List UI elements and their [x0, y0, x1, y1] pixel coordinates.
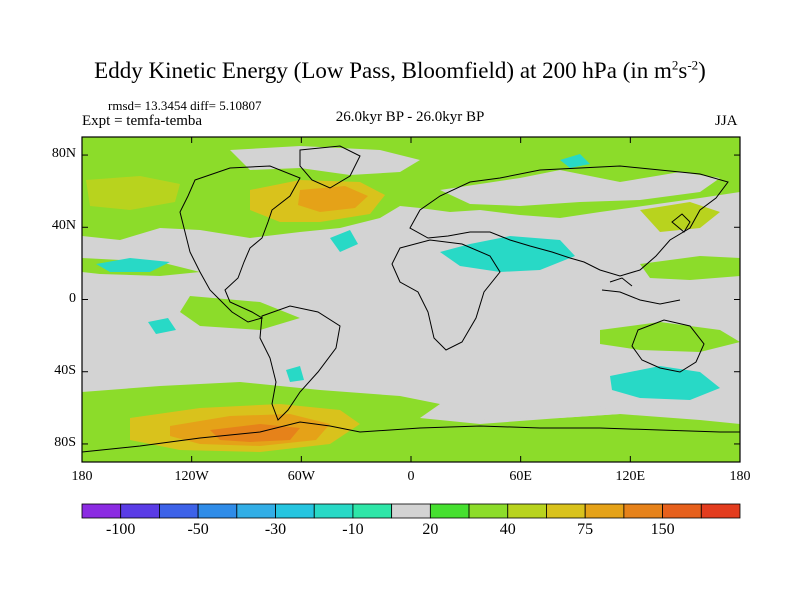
colorbar-swatch: [197, 503, 238, 519]
colorbar-label: -30: [264, 521, 287, 538]
period-label: 26.0kyr BP - 26.0kyr BP: [335, 109, 485, 125]
coast-australia: [631, 319, 705, 373]
coastlines: [82, 145, 740, 453]
y-tick-label: 40S: [54, 362, 76, 378]
colorbar-swatch: [584, 503, 625, 519]
y-tick-label: 0: [69, 290, 76, 306]
field-cyan-arabia: [440, 236, 575, 272]
x-tick-label: 180: [71, 469, 93, 484]
colorbar-swatch: [275, 503, 315, 519]
field-gray-south: [460, 402, 620, 420]
colorbar-swatch: [391, 503, 431, 519]
colorbar-label: 75: [577, 521, 594, 538]
colorbar-swatch: [313, 503, 354, 519]
field-cyan-satl: [286, 366, 304, 382]
map-ticks: [81, 137, 741, 462]
field-cyan-atl: [330, 230, 358, 252]
y-tick-label: 80N: [51, 146, 76, 162]
field-gray-asia: [440, 170, 720, 206]
field-cyan-spac: [148, 318, 176, 334]
coast-europe-asia: [409, 165, 729, 277]
colorbar-label: 20: [422, 521, 439, 538]
x-tick-label: 60W: [287, 469, 315, 484]
colorbar-label: -100: [106, 521, 136, 538]
colorbar-swatch: [429, 503, 470, 519]
colorbar-label: 150: [650, 521, 675, 538]
field-green-sio: [600, 322, 740, 352]
colorbar-swatch: [159, 503, 199, 519]
coast-greenland: [299, 145, 361, 189]
colorbar-label: -50: [187, 521, 209, 538]
y-tick-label: 40N: [51, 218, 76, 234]
x-tick-label: 0: [407, 469, 415, 484]
colorbar-label: 40: [499, 521, 516, 538]
coast-japan: [671, 213, 691, 233]
x-tick-label: 120W: [174, 469, 209, 484]
stats-label: rmsd= 13.3454 diff= 5.10807: [108, 98, 262, 113]
colorbar-swatch: [700, 503, 741, 519]
field-gray-arctic: [230, 146, 420, 175]
colorbar-label: -10: [342, 521, 364, 538]
colorbar-swatch: [120, 503, 160, 519]
colorbar-swatch: [81, 503, 122, 519]
colorbar-swatch: [623, 503, 663, 519]
field-cyan-npac: [96, 258, 170, 272]
colorbar-swatch: [662, 503, 702, 519]
colorbar-swatch: [352, 503, 393, 519]
field-green-epac: [180, 296, 300, 330]
x-tick-label: 120E: [615, 469, 646, 484]
y-tick-label: 80S: [54, 434, 76, 450]
colorbar-swatch: [507, 503, 547, 519]
colorbar: [81, 503, 741, 519]
x-tick-label: 180: [729, 469, 751, 484]
colorbar-swatch: [546, 503, 586, 519]
coast-indonesia: [601, 277, 681, 305]
coast-north-america: [179, 165, 301, 323]
experiment-label: Expt = temfa-temba: [82, 113, 203, 129]
x-tick-label: 60E: [509, 469, 532, 484]
season-label: JJA: [715, 113, 738, 129]
field-cyan-arctic2: [560, 154, 590, 168]
coast-africa: [391, 239, 501, 351]
colorbar-swatch: [236, 503, 276, 519]
map-field: [82, 137, 740, 462]
colorbar-swatch: [468, 503, 509, 519]
field-green-wpac: [640, 256, 740, 280]
field-cyan-aus: [610, 366, 720, 400]
chart-title: Eddy Kinetic Energy (Low Pass, Bloomfiel…: [94, 57, 706, 83]
coast-antarctica: [82, 421, 740, 453]
field-yellow-npac: [86, 176, 180, 210]
coast-south-america: [259, 305, 341, 421]
field-orange-natl: [298, 186, 368, 212]
